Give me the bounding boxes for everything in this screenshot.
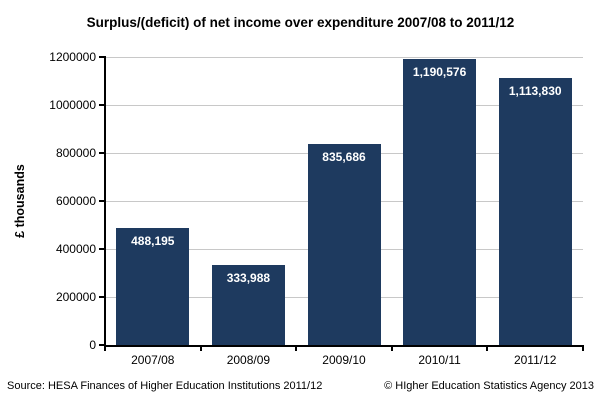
footer-source: Source: HESA Finances of Higher Educatio… (7, 380, 323, 392)
y-tick-label: 800000 (55, 146, 96, 160)
x-category-label: 2007/08 (131, 353, 175, 367)
y-tick-label: 200000 (55, 290, 96, 304)
x-axis-tick (199, 345, 202, 351)
bar-value-label: 835,686 (322, 150, 366, 165)
bar-value-label: 488,195 (131, 233, 175, 248)
bar-value-label: 1,190,576 (412, 65, 467, 80)
x-category-label: 2010/11 (418, 353, 461, 367)
bar-2010-11: 1,190,576 (403, 59, 477, 345)
y-tick-label: 600000 (55, 194, 96, 208)
y-axis-tick (99, 248, 105, 250)
x-axis-line (104, 345, 584, 347)
bar-value-label: 333,988 (226, 270, 271, 285)
bar-2007-08: 488,195 (116, 227, 190, 345)
bar-value-label: 1,113,830 (508, 83, 562, 98)
bar-2009-10: 835,686 (307, 144, 381, 345)
bar-2011-12: 1,113,830 (498, 77, 572, 345)
y-axis-tick (99, 296, 105, 298)
bar-2008-09: 333,988 (211, 264, 285, 345)
gridline (105, 104, 583, 106)
x-category-label: 2011/12 (513, 353, 557, 367)
x-category-label: 2009/10 (322, 353, 366, 367)
x-axis-tick (390, 345, 393, 351)
x-axis-tick (104, 345, 106, 351)
y-axis-line (104, 56, 106, 346)
footer-copyright: © HIgher Education Statistics Agency 201… (384, 380, 594, 392)
x-axis-tick (295, 345, 298, 351)
plot-area: 488,195 333,988 835,686 1,190,576 1,113,830 (105, 56, 583, 345)
x-axis-tick (486, 345, 489, 351)
y-axis-tick (99, 104, 105, 106)
x-axis-tick (582, 345, 584, 351)
y-axis-tick (99, 56, 105, 58)
y-axis-tick (99, 344, 105, 346)
y-tick-label: 1200000 (49, 50, 96, 64)
y-tick-label: 1000000 (49, 98, 96, 112)
y-tick-label: 400000 (55, 242, 96, 256)
y-axis-tick (99, 152, 105, 154)
x-category-label: 2008/09 (226, 353, 271, 367)
chart-title: Surplus/(deficit) of net income over exp… (86, 15, 515, 30)
gridline (105, 56, 583, 58)
y-axis-tick (99, 200, 105, 202)
y-tick-label: 0 (89, 338, 96, 352)
